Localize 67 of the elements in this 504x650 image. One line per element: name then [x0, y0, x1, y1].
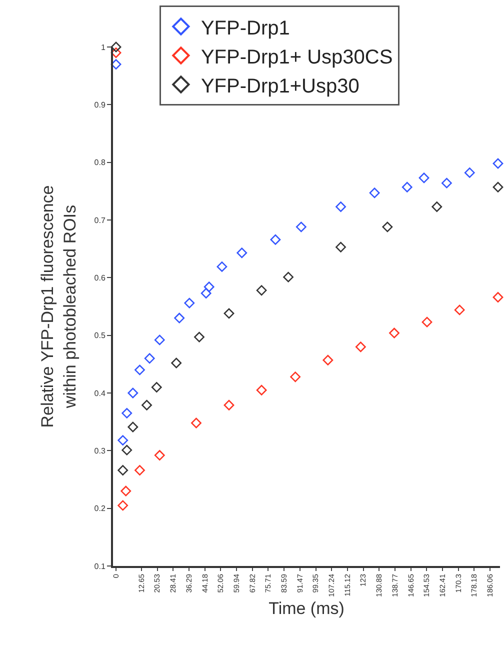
- point: [290, 372, 301, 382]
- point: [216, 262, 228, 272]
- point: [422, 316, 432, 328]
- point: [442, 178, 452, 188]
- y-tick-label: 0.2: [94, 504, 106, 514]
- point: [200, 288, 212, 298]
- y-tick-label: 0.4: [94, 388, 106, 398]
- point: [204, 282, 214, 292]
- point: [256, 384, 267, 396]
- point: [283, 272, 294, 282]
- point: [110, 42, 122, 52]
- point: [454, 304, 465, 316]
- point: [154, 334, 165, 346]
- point: [322, 354, 334, 366]
- point: [151, 382, 162, 392]
- y-tick-label: 0.5: [94, 331, 106, 340]
- point: [382, 222, 393, 232]
- point: [464, 168, 475, 178]
- point: [191, 418, 202, 428]
- point: [122, 444, 132, 456]
- point: [402, 182, 412, 192]
- point: [256, 285, 267, 296]
- point: [236, 248, 248, 258]
- point: [194, 332, 204, 342]
- point: [389, 328, 400, 338]
- point: [154, 450, 165, 460]
- y-tick-label: 0.3: [94, 446, 106, 456]
- point: [418, 172, 430, 184]
- point: [142, 400, 152, 410]
- point: [336, 242, 346, 252]
- y-tick-label: 0.6: [94, 273, 106, 282]
- point: [128, 388, 138, 398]
- y-tick-label: 0.8: [94, 158, 106, 168]
- legend-label: YFP-Drp1: [200, 17, 290, 40]
- y-axis-title: Relative YFP-Drp1 fluorescence within photobleached ROIs: [38, 185, 80, 428]
- point: [369, 188, 380, 198]
- legend-label: YFP-Drp1+Usp30: [200, 75, 360, 98]
- point: [224, 400, 234, 410]
- point: [492, 182, 504, 192]
- point: [118, 500, 128, 511]
- point: [144, 353, 155, 364]
- y-tick-label: 0.1: [94, 562, 106, 571]
- y-tick-label: 0.7: [94, 216, 106, 225]
- y-tick-label: 1: [100, 42, 106, 52]
- point: [120, 486, 132, 496]
- point: [128, 422, 138, 432]
- point: [355, 342, 366, 352]
- point: [492, 158, 504, 169]
- point: [492, 292, 504, 302]
- point: [270, 234, 281, 245]
- legend-label: YFP-Drp1+ Usp30CS: [200, 46, 393, 68]
- point: [171, 358, 182, 368]
- x-axis-title: Time (ms): [268, 598, 344, 618]
- point: [134, 364, 145, 376]
- point: [134, 465, 145, 476]
- point: [118, 435, 128, 446]
- point: [336, 202, 346, 212]
- point: [224, 308, 234, 319]
- point: [184, 298, 195, 308]
- point: [296, 222, 306, 232]
- point: [122, 408, 132, 418]
- point: [110, 48, 122, 58]
- y-tick-label: 0.9: [94, 100, 106, 110]
- point: [432, 202, 442, 212]
- point: [110, 59, 122, 70]
- point: [174, 312, 185, 324]
- point: [118, 465, 128, 476]
